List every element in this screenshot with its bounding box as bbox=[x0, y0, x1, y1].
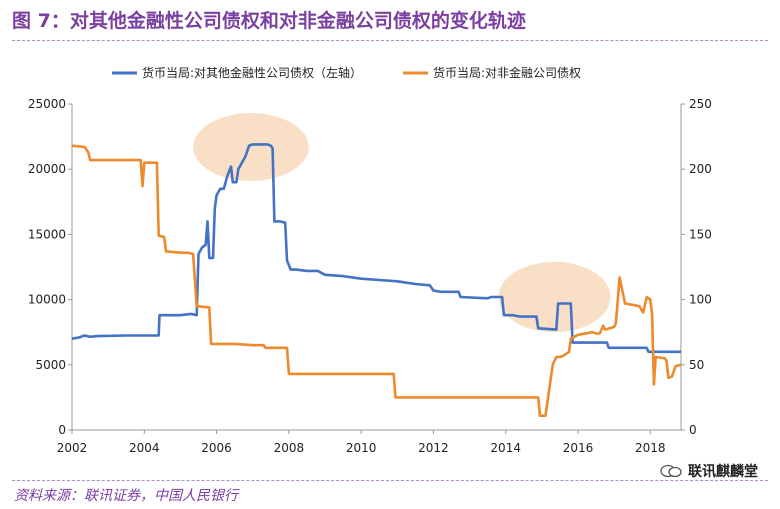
x-tick-label: 2014 bbox=[490, 441, 521, 455]
legend-label-right-series: 货币当局:对非金融公司债权 bbox=[433, 65, 581, 80]
series-layer bbox=[71, 143, 682, 417]
x-tick-label: 2004 bbox=[129, 441, 160, 455]
legend-label-left-series: 货币当局:对其他金融性公司债权（左轴） bbox=[142, 65, 362, 80]
y-right-tick-label: 100 bbox=[689, 293, 712, 307]
source-note: 资料来源：联讯证券，中国人民银行 bbox=[14, 488, 238, 504]
chart-title: 图 7：对其他金融性公司债权和对非金融公司债权的变化轨迹 bbox=[12, 10, 526, 32]
series-line-left-axis bbox=[71, 143, 681, 354]
highlight-layer bbox=[193, 113, 611, 333]
x-tick-label: 2010 bbox=[346, 441, 377, 455]
wechat-icon bbox=[660, 464, 682, 478]
x-tick-label: 2006 bbox=[201, 441, 232, 455]
y-right-tick-label: 0 bbox=[689, 423, 697, 437]
y-left-tick-label: 15000 bbox=[28, 227, 66, 241]
highlight-ellipse-1 bbox=[193, 113, 309, 181]
series-line-right-axis bbox=[71, 144, 682, 417]
highlight-ellipse-2 bbox=[498, 261, 611, 333]
footer-divider bbox=[12, 480, 768, 481]
y-left-tick-label: 20000 bbox=[28, 162, 66, 176]
legend: 货币当局:对其他金融性公司债权（左轴） 货币当局:对非金融公司债权 bbox=[112, 65, 581, 80]
y-left-tick-label: 10000 bbox=[28, 293, 66, 307]
x-tick-label: 2018 bbox=[635, 441, 666, 455]
tick-layer: 0 5000 10000 15000 20000 25000 0 50 100 150 200 250… bbox=[28, 97, 712, 455]
x-tick-label: 2012 bbox=[418, 441, 449, 455]
brand-name: 联讯麒麟堂 bbox=[688, 464, 758, 480]
y-left-tick-label: 25000 bbox=[28, 97, 66, 111]
title-divider bbox=[12, 40, 768, 41]
brand-watermark: 联讯麒麟堂 bbox=[660, 461, 758, 481]
y-left-tick-label: 5000 bbox=[35, 358, 66, 372]
y-left-tick-label: 0 bbox=[58, 423, 66, 437]
x-tick-label: 2016 bbox=[563, 441, 594, 455]
y-right-tick-label: 200 bbox=[689, 162, 712, 176]
y-right-tick-label: 150 bbox=[689, 227, 712, 241]
y-right-tick-label: 50 bbox=[689, 358, 704, 372]
axis-layer bbox=[68, 103, 685, 434]
x-tick-label: 2008 bbox=[274, 441, 305, 455]
x-tick-label: 2002 bbox=[57, 441, 88, 455]
y-right-tick-label: 250 bbox=[689, 97, 712, 111]
